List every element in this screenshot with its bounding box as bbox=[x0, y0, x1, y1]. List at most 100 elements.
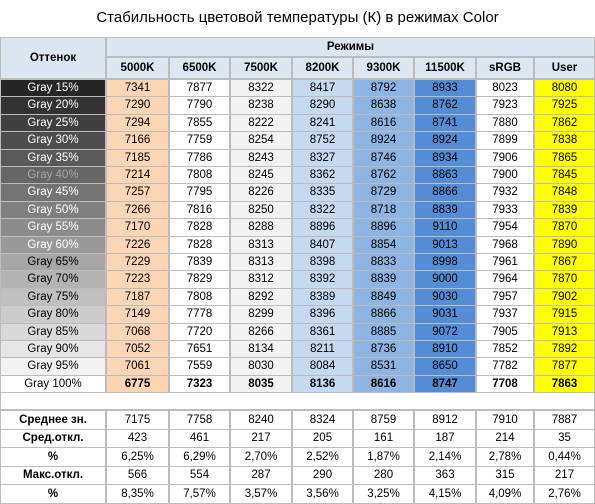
value-cell: 7900 bbox=[476, 166, 534, 184]
stat-value: 7910 bbox=[476, 410, 534, 430]
value-cell: 7968 bbox=[476, 236, 534, 254]
stat-value: 8324 bbox=[292, 410, 353, 430]
value-cell: 8322 bbox=[230, 79, 292, 97]
value-cell: 8030 bbox=[230, 357, 292, 376]
value-cell: 8389 bbox=[292, 288, 353, 306]
stat-value: 161 bbox=[353, 429, 414, 448]
value-cell: 7778 bbox=[169, 305, 230, 324]
stat-value: 187 bbox=[414, 429, 476, 448]
value-cell: 7957 bbox=[476, 288, 534, 306]
value-cell: 8292 bbox=[230, 288, 292, 306]
value-cell: 7925 bbox=[534, 96, 595, 115]
value-cell: 8924 bbox=[353, 131, 414, 150]
shade-label: Gray 70% bbox=[0, 270, 106, 289]
value-cell: 9000 bbox=[414, 270, 476, 289]
stat-label: % bbox=[0, 447, 106, 467]
stat-value: 4,09% bbox=[476, 484, 534, 504]
stat-value: 363 bbox=[414, 466, 476, 485]
value-cell: 8245 bbox=[230, 166, 292, 184]
column-header-9300k: 9300K bbox=[353, 57, 414, 79]
shade-label: Gray 35% bbox=[0, 149, 106, 167]
stat-value: 2,52% bbox=[292, 447, 353, 467]
stat-value: 8240 bbox=[230, 410, 292, 430]
stat-value: 2,70% bbox=[230, 447, 292, 467]
shade-label: Gray 50% bbox=[0, 201, 106, 219]
value-cell: 8650 bbox=[414, 357, 476, 376]
value-cell: 8312 bbox=[230, 270, 292, 289]
stat-value: 8759 bbox=[353, 410, 414, 430]
value-cell: 8084 bbox=[292, 357, 353, 376]
value-cell: 7867 bbox=[534, 253, 595, 271]
value-cell: 8266 bbox=[230, 323, 292, 341]
value-cell: 7906 bbox=[476, 149, 534, 167]
stat-value: 7758 bbox=[169, 410, 230, 430]
value-cell: 8136 bbox=[292, 375, 353, 393]
shade-label: Gray 60% bbox=[0, 236, 106, 254]
value-cell: 8222 bbox=[230, 114, 292, 132]
stat-value: 1,87% bbox=[353, 447, 414, 467]
value-cell: 8290 bbox=[292, 96, 353, 115]
value-cell: 7294 bbox=[106, 114, 169, 132]
stat-value: 35 bbox=[534, 429, 595, 448]
value-cell: 8322 bbox=[292, 201, 353, 219]
column-header-8200k: 8200K bbox=[292, 57, 353, 79]
value-cell: 8854 bbox=[353, 236, 414, 254]
value-cell: 8866 bbox=[353, 305, 414, 324]
stat-value: 290 bbox=[292, 466, 353, 485]
stat-value: 461 bbox=[169, 429, 230, 448]
value-cell: 7961 bbox=[476, 253, 534, 271]
shade-label: Gray 100% bbox=[0, 375, 106, 393]
value-cell: 8792 bbox=[353, 79, 414, 97]
value-cell: 8752 bbox=[292, 131, 353, 150]
stat-value: 6,25% bbox=[106, 447, 169, 467]
value-cell: 7759 bbox=[169, 131, 230, 150]
value-cell: 8839 bbox=[414, 201, 476, 219]
value-cell: 7902 bbox=[534, 288, 595, 306]
value-cell: 7185 bbox=[106, 149, 169, 167]
value-cell: 7964 bbox=[476, 270, 534, 289]
value-cell: 8254 bbox=[230, 131, 292, 150]
value-cell: 7870 bbox=[534, 218, 595, 237]
value-cell: 7828 bbox=[169, 236, 230, 254]
value-cell: 8238 bbox=[230, 96, 292, 115]
value-cell: 8531 bbox=[353, 357, 414, 376]
value-cell: 7187 bbox=[106, 288, 169, 306]
value-cell: 8327 bbox=[292, 149, 353, 167]
value-cell: 8741 bbox=[414, 114, 476, 132]
value-cell: 9031 bbox=[414, 305, 476, 324]
value-cell: 7149 bbox=[106, 305, 169, 324]
value-cell: 7266 bbox=[106, 201, 169, 219]
value-cell: 8616 bbox=[353, 375, 414, 393]
stat-value: 205 bbox=[292, 429, 353, 448]
value-cell: 7828 bbox=[169, 218, 230, 237]
stat-value: 2,76% bbox=[534, 484, 595, 504]
value-cell: 8211 bbox=[292, 340, 353, 358]
stat-value: 423 bbox=[106, 429, 169, 448]
stat-value: 3,57% bbox=[230, 484, 292, 504]
value-cell: 7708 bbox=[476, 375, 534, 393]
value-cell: 7229 bbox=[106, 253, 169, 271]
value-cell: 7855 bbox=[169, 114, 230, 132]
stat-value: 8,35% bbox=[106, 484, 169, 504]
value-cell: 7290 bbox=[106, 96, 169, 115]
value-cell: 7845 bbox=[534, 166, 595, 184]
value-cell: 9110 bbox=[414, 218, 476, 237]
value-cell: 8243 bbox=[230, 149, 292, 167]
value-cell: 8729 bbox=[353, 183, 414, 202]
value-cell: 7651 bbox=[169, 340, 230, 358]
column-header-srgb: sRGB bbox=[476, 57, 534, 79]
value-cell: 8313 bbox=[230, 236, 292, 254]
value-cell: 7848 bbox=[534, 183, 595, 202]
value-cell: 7890 bbox=[534, 236, 595, 254]
value-cell: 7061 bbox=[106, 357, 169, 376]
value-cell: 8896 bbox=[292, 218, 353, 237]
value-cell: 7226 bbox=[106, 236, 169, 254]
value-cell: 7913 bbox=[534, 323, 595, 341]
stat-value: 315 bbox=[476, 466, 534, 485]
shade-label: Gray 85% bbox=[0, 323, 106, 341]
value-cell: 7923 bbox=[476, 96, 534, 115]
stat-value: 7,57% bbox=[169, 484, 230, 504]
value-cell: 8933 bbox=[414, 79, 476, 97]
shade-label: Gray 40% bbox=[0, 166, 106, 184]
value-cell: 7052 bbox=[106, 340, 169, 358]
